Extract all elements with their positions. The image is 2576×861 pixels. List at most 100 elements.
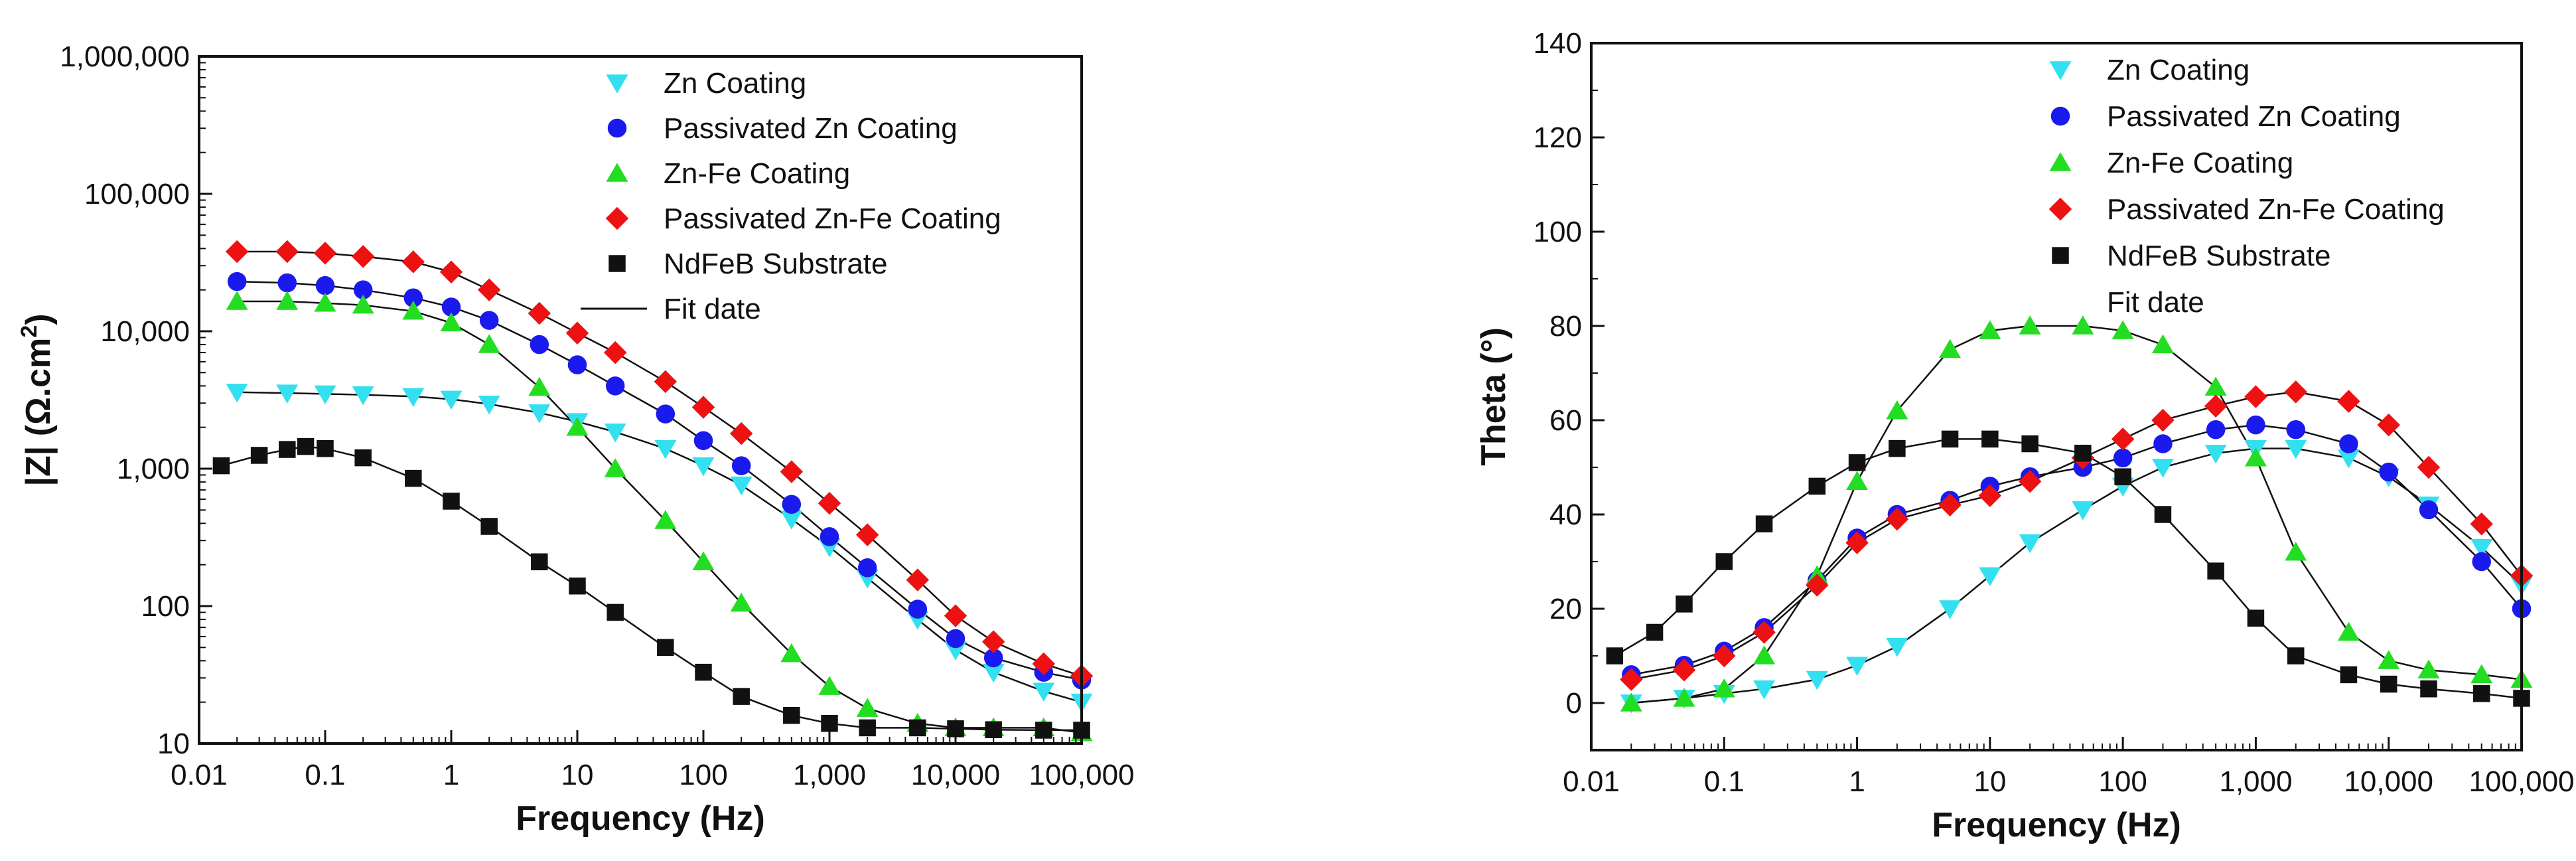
y-tick-label: 10 xyxy=(157,728,190,760)
data-point xyxy=(2151,334,2174,354)
data-point xyxy=(692,457,715,477)
y-tick-label: 0 xyxy=(1566,687,1582,720)
data-point xyxy=(1939,339,1962,358)
data-point xyxy=(856,698,879,717)
data-point xyxy=(480,518,498,535)
fit-line-3 xyxy=(237,300,1082,734)
data-point xyxy=(2151,408,2175,432)
data-point xyxy=(983,648,1003,668)
x-tick-label: 10 xyxy=(561,759,594,791)
y-tick-label: 1,000,000 xyxy=(60,40,190,73)
data-point xyxy=(1979,567,2001,587)
legend-marker xyxy=(608,255,626,272)
data-point xyxy=(352,294,374,314)
data-point xyxy=(440,390,463,410)
data-point xyxy=(695,663,712,681)
data-point xyxy=(1713,644,1736,668)
data-point xyxy=(2286,420,2305,439)
y-tick-label: 120 xyxy=(1534,121,1582,154)
data-point xyxy=(314,385,336,405)
data-point xyxy=(908,599,928,619)
data-point xyxy=(783,706,800,724)
data-point xyxy=(821,715,838,732)
data-point xyxy=(1806,670,1828,690)
fit-line-5 xyxy=(221,445,1082,732)
data-point xyxy=(782,495,802,514)
legend-fit-label: Fit date xyxy=(2107,286,2204,319)
x-tick-label: 10 xyxy=(1973,765,2006,798)
legend-marker xyxy=(605,206,629,230)
data-point xyxy=(2419,500,2439,520)
plot-frame xyxy=(198,55,1083,745)
data-point xyxy=(1620,668,1643,691)
legend-label: Passivated Zn Coating xyxy=(2107,100,2401,133)
data-point xyxy=(946,629,966,649)
data-point xyxy=(569,578,586,595)
legend-label: NdFeB Substrate xyxy=(664,248,888,280)
data-point xyxy=(780,510,803,530)
data-point xyxy=(2417,659,2440,679)
legend-label: NdFeB Substrate xyxy=(2107,240,2331,272)
data-point xyxy=(2111,320,2134,339)
chart-panel-1: 0.01 0.1 1 10 100 1,000 10,000 100,000 10 100 1,00… xyxy=(17,40,1135,838)
data-point xyxy=(730,476,752,496)
data-point xyxy=(565,321,589,345)
data-point xyxy=(1981,430,1999,448)
data-point xyxy=(443,493,460,510)
data-point xyxy=(2472,552,2491,572)
data-point xyxy=(1889,439,1906,457)
data-point xyxy=(2378,650,2400,669)
data-point xyxy=(1672,659,1696,682)
data-point xyxy=(531,553,548,571)
data-point xyxy=(279,441,296,458)
y-tick-label: 40 xyxy=(1549,499,1582,531)
data-point xyxy=(2207,562,2224,580)
plot-frame xyxy=(1590,42,2523,751)
series-1 xyxy=(226,384,1093,713)
legend-marker xyxy=(2048,197,2072,221)
data-point xyxy=(2472,685,2490,702)
data-point xyxy=(2377,413,2400,437)
data-point xyxy=(2285,439,2307,459)
y-axis-label-main: |Z| (Ω.cm xyxy=(19,338,58,487)
data-point xyxy=(479,311,499,330)
y-tick-label: 60 xyxy=(1549,404,1582,437)
data-point xyxy=(1886,638,1908,657)
data-point xyxy=(1845,531,1869,554)
data-point xyxy=(859,719,876,737)
data-point xyxy=(657,639,674,657)
data-point xyxy=(275,240,299,264)
y-tick-label: 140 xyxy=(1534,27,1582,60)
data-point xyxy=(2019,315,2041,335)
x-tick-label: 100,000 xyxy=(1029,759,1134,791)
data-point xyxy=(2018,470,2042,493)
data-point xyxy=(2154,506,2172,523)
data-point xyxy=(607,603,624,621)
data-point xyxy=(981,630,1005,653)
legend-marker xyxy=(2049,61,2072,80)
data-point xyxy=(2337,390,2360,413)
data-point xyxy=(313,242,337,265)
data-point xyxy=(402,301,425,320)
data-point xyxy=(276,384,299,404)
data-point xyxy=(1755,515,1773,532)
data-point xyxy=(440,312,463,332)
x-tick-label: 100 xyxy=(679,759,727,791)
data-point xyxy=(315,275,335,295)
y-tick-label: 20 xyxy=(1549,593,1582,625)
data-point xyxy=(2204,444,2227,464)
data-point xyxy=(2019,534,2041,554)
data-point xyxy=(250,447,268,464)
y-axis-label-close: ) xyxy=(19,313,58,325)
data-point xyxy=(1032,652,1056,676)
series-2 xyxy=(227,272,1092,690)
data-point xyxy=(528,376,551,396)
y-axis-label: |Z| (Ω.cm2) xyxy=(17,313,58,486)
data-point xyxy=(693,431,713,450)
data-point xyxy=(1753,680,1776,700)
data-point xyxy=(2337,449,2360,469)
x-tick-label: 0.01 xyxy=(1563,765,1620,798)
legend-label: Zn-Fe Coating xyxy=(664,157,850,190)
legend-label: Zn-Fe Coating xyxy=(2107,147,2293,179)
